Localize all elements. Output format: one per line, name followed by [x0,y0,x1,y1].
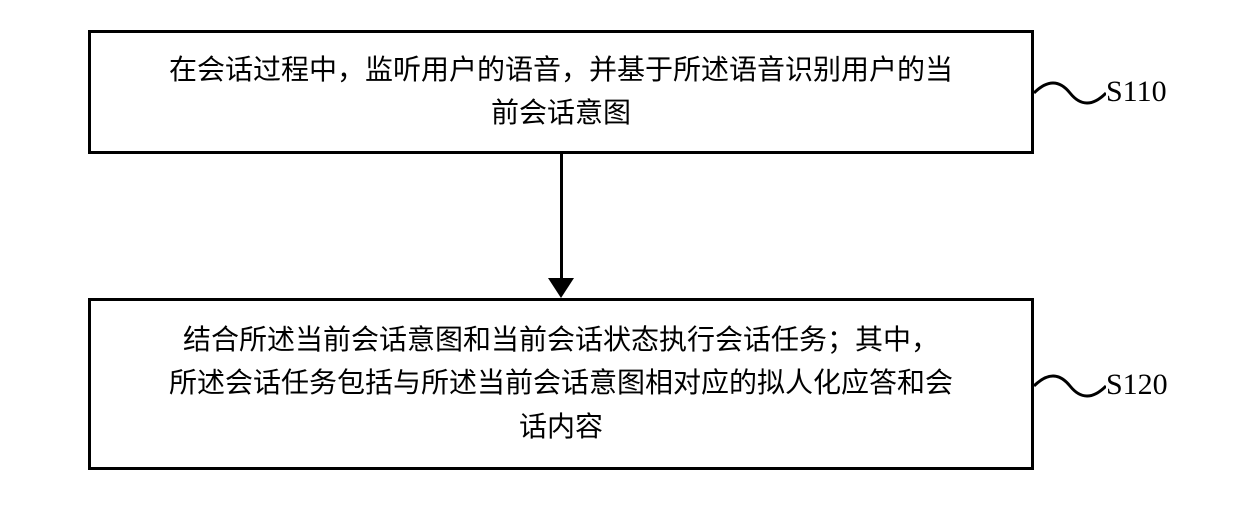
step-s120-box: 结合所述当前会话意图和当前会话状态执行会话任务；其中， 所述会话任务包括与所述当… [88,298,1034,470]
step-s110-text: 在会话过程中，监听用户的语音，并基于所述语音识别用户的当 前会话意图 [169,49,953,136]
label-curve-s120 [1034,368,1106,408]
step-s110-line1: 在会话过程中，监听用户的语音，并基于所述语音识别用户的当 [169,55,953,86]
step-s120-text: 结合所述当前会话意图和当前会话状态执行会话任务；其中， 所述会话任务包括与所述当… [169,319,953,449]
step-s120-line3: 话内容 [519,412,603,443]
step-s120-label: S120 [1106,368,1168,402]
step-s120-line2: 所述会话任务包括与所述当前会话意图相对应的拟人化应答和会 [169,368,953,399]
edge-s110-s120-arrow [548,278,574,298]
step-s110-line2: 前会话意图 [491,98,631,129]
step-s110-label: S110 [1106,75,1167,109]
step-s120-line1: 结合所述当前会话意图和当前会话状态执行会话任务；其中， [183,325,939,356]
flowchart-canvas: 在会话过程中，监听用户的语音，并基于所述语音识别用户的当 前会话意图 S110 … [0,0,1240,516]
label-curve-s110 [1034,75,1106,115]
edge-s110-s120-line [560,154,563,280]
step-s110-box: 在会话过程中，监听用户的语音，并基于所述语音识别用户的当 前会话意图 [88,30,1034,154]
